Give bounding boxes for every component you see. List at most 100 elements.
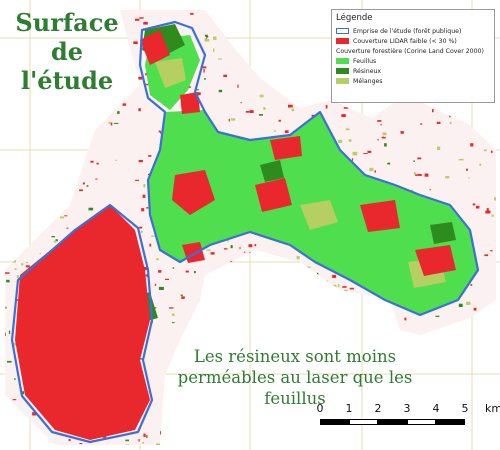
speckle (171, 313, 175, 316)
speckle (50, 119, 55, 123)
speckle (233, 314, 239, 318)
speckle (458, 329, 463, 333)
speckle (253, 427, 258, 431)
scale-segment (349, 419, 378, 425)
speckle (344, 2, 348, 4)
speckle (473, 307, 477, 311)
speckle (349, 319, 351, 323)
speckle (315, 15, 318, 18)
speckle (146, 207, 151, 209)
speckle (312, 331, 317, 334)
speckle (244, 251, 246, 253)
speckle (48, 191, 53, 195)
speckle (125, 439, 129, 442)
speckle (14, 378, 16, 380)
speckle (14, 116, 17, 119)
speckle (374, 339, 380, 343)
speckle (466, 301, 471, 305)
speckle (73, 173, 77, 176)
speckle (158, 286, 164, 290)
speckle (223, 334, 227, 337)
speckle (206, 4, 207, 6)
speckle (55, 239, 58, 242)
speckle (158, 270, 162, 273)
speckle (364, 443, 366, 445)
speckle (235, 430, 238, 433)
speckle (464, 447, 468, 448)
speckle (380, 123, 382, 126)
speckle (288, 104, 293, 108)
speckle (333, 331, 338, 334)
speckle (35, 140, 38, 143)
speckle (352, 151, 358, 156)
scale-tick: 4 (432, 402, 440, 415)
speckle (9, 251, 14, 254)
speckle (135, 18, 140, 21)
speckle (276, 278, 279, 281)
emprise-etude (10, 20, 480, 444)
speckle (324, 76, 326, 80)
speckle (26, 189, 28, 194)
speckle (284, 130, 289, 133)
speckle (228, 34, 233, 38)
speckle (49, 213, 55, 217)
speckle (196, 310, 201, 313)
speckle (180, 294, 183, 297)
legend-item-lidar: Couverture LIDAR faible (< 30 %) (336, 36, 490, 46)
legend-item-melanges: Mélanges (336, 76, 490, 86)
speckle (291, 292, 294, 295)
speckle (145, 448, 146, 449)
speckle (12, 342, 16, 346)
speckle (295, 79, 300, 83)
speckle (470, 143, 474, 147)
speckle (82, 182, 85, 185)
speckle (259, 318, 264, 321)
speckle (328, 49, 330, 53)
speckle (452, 338, 454, 342)
speckle (462, 349, 467, 352)
speckle (382, 136, 386, 139)
speckle (296, 256, 300, 260)
speckle (53, 117, 55, 120)
speckle (204, 34, 208, 37)
speckle (229, 333, 235, 337)
speckle (242, 23, 247, 25)
speckle (38, 169, 41, 172)
speckle (309, 324, 311, 328)
speckle (5, 332, 6, 336)
speckle (288, 294, 293, 296)
speckle (185, 270, 189, 273)
speckle (16, 248, 22, 250)
speckle (277, 321, 281, 325)
speckle (135, 179, 140, 181)
scale-tick: 2 (374, 402, 382, 415)
speckle (76, 448, 80, 450)
speckle (270, 294, 274, 296)
speckle (165, 278, 169, 280)
speckle (53, 240, 57, 243)
speckle (79, 189, 83, 192)
speckle (208, 296, 212, 300)
speckle (420, 123, 423, 125)
speckle (1, 130, 4, 131)
speckle (155, 443, 161, 445)
speckle (239, 290, 242, 294)
speckle (342, 286, 347, 288)
speckle (207, 319, 210, 324)
speckle (143, 267, 148, 271)
speckle (263, 107, 266, 110)
speckle (440, 377, 443, 380)
speckle (404, 444, 408, 445)
speckle (141, 208, 145, 212)
speckle (0, 414, 2, 416)
speckle (6, 447, 8, 450)
speckle (172, 267, 175, 269)
speckle (201, 66, 207, 69)
speckle (324, 280, 328, 283)
speckle (0, 273, 4, 276)
speckle (375, 327, 379, 330)
speckle (113, 122, 119, 124)
speckle (32, 412, 37, 416)
speckle (154, 283, 157, 286)
